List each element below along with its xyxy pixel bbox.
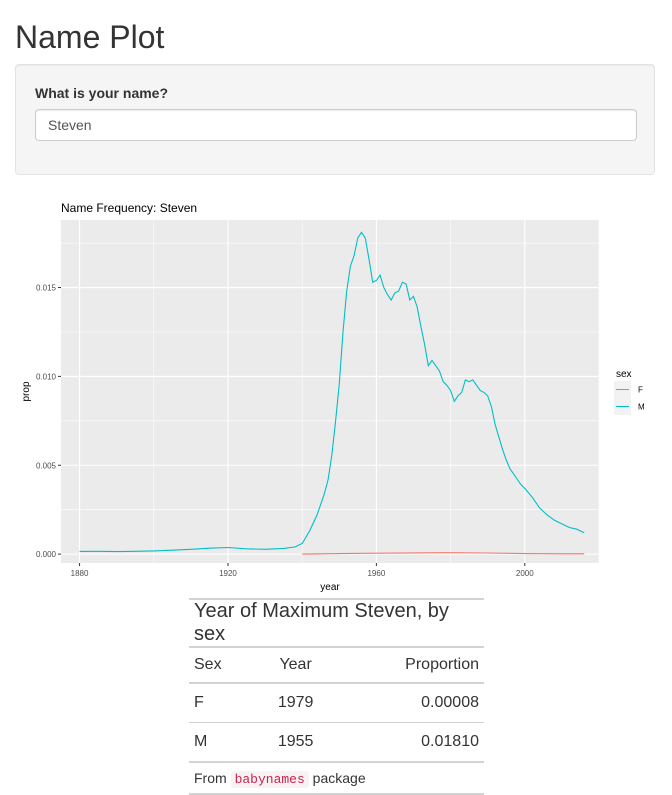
series-line-M [79,231,585,553]
cell-sex: M [189,722,256,763]
y-tick-label: 0.005 [36,461,57,470]
header-sex: Sex [189,647,256,684]
header-year: Year [255,647,336,684]
chart-title: Name Frequency: Steven [61,201,197,215]
x-tick-label: 1960 [367,569,385,578]
x-tick-label: 1920 [219,569,237,578]
x-tick-label: 1880 [71,569,89,578]
table-footnote-row: From babynames package [189,762,484,794]
table-row: M 1955 0.01810 [189,722,484,763]
cell-proportion: 0.00008 [335,683,484,723]
name-frequency-chart: 1880 1920 1960 2000 0.000 0.005 0.010 0.015 Name… [21,201,645,593]
legend-label-F: F [638,386,643,395]
max-year-table: Year of Maximum Steven, by sex Sex Year … [189,598,484,795]
cell-sex: F [189,683,256,723]
cell-year: 1979 [255,683,336,723]
series-line-F [302,552,585,555]
footnote-prefix: From [194,769,227,786]
legend-label-M: M [638,403,645,412]
table-title: Year of Maximum Steven, by sex [189,599,484,648]
y-tick-label: 0.015 [36,284,57,293]
y-tick-label: 0.010 [36,372,57,381]
name-field-label: What is your name? [35,85,169,101]
legend-title: sex [616,369,632,380]
footnote-package-code: babynames [230,770,309,788]
footnote-suffix: package [312,769,366,786]
cell-year: 1955 [255,722,336,763]
table-footnote: From babynames package [189,762,484,794]
y-tick-label: 0.000 [36,550,57,559]
y-axis-label: prop [21,381,32,401]
table-header-row: Sex Year Proportion [189,647,484,684]
header-proportion: Proportion [335,647,484,684]
plot-panel [61,220,599,563]
cell-proportion: 0.01810 [335,722,484,763]
page-title: Name Plot [15,19,165,55]
input-panel: What is your name? [15,64,655,175]
table-title-row: Year of Maximum Steven, by sex [189,599,484,648]
x-axis-label: year [320,582,340,593]
x-tick-label: 2000 [516,569,534,578]
table-row: F 1979 0.00008 [189,683,484,723]
name-input[interactable] [35,109,637,141]
